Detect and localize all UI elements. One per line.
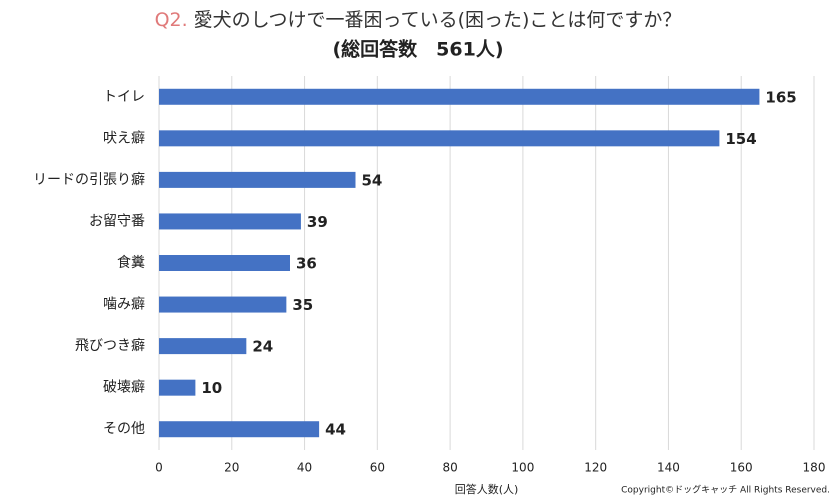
bar [159,296,287,313]
value-label: 10 [201,379,222,397]
x-tick-label: 0 [155,461,163,475]
y-tick-label: その他 [103,421,145,437]
bar [159,255,290,271]
bar [159,379,196,396]
value-label: 44 [325,421,346,439]
y-tick-label: 破壊癖 [103,380,145,396]
x-tick-label: 140 [657,461,680,475]
x-axis-label: 回答人数(人) [455,482,519,496]
copyright: Copyright©ドッグキャッチ All Rights Reserved. [621,484,830,496]
value-label: 54 [362,171,383,189]
chart-title-group: Q2. 愛犬のしつけで一番困っている(困った)ことは何ですか？ [155,9,682,31]
x-tick-label: 120 [584,461,607,475]
value-label: 35 [292,296,313,314]
y-tick-label: 噛み癖 [103,297,145,313]
x-tick-label: 100 [511,461,534,475]
bar [159,338,247,355]
y-tick-label: お留守番 [89,213,145,229]
x-tick-label: 40 [297,461,312,475]
bar [159,213,301,230]
y-tick-label: 食糞 [117,254,145,271]
bar [159,88,760,105]
x-tick-label: 20 [224,461,239,475]
x-tick-label: 80 [442,461,457,475]
y-tick-label: リードの引張り癖 [33,172,145,188]
value-label: 36 [296,255,317,273]
bar [159,421,320,438]
chart-title: 愛犬のしつけで一番困っている(困った)ことは何ですか？ [194,9,682,31]
value-label: 165 [765,88,796,106]
value-label: 24 [252,338,273,356]
bar [159,171,356,188]
bar [159,130,720,147]
chart-subtitle: (総回答数 561人) [332,38,503,61]
value-label: 39 [307,213,328,231]
y-tick-label: 吠え癖 [103,130,145,146]
x-tick-label: 160 [730,461,753,475]
value-label: 154 [725,130,756,148]
y-tick-label: 飛びつき癖 [75,338,145,354]
y-tick-label: トイレ [103,89,145,105]
question-number: Q2. [155,9,188,31]
x-tick-label: 180 [803,461,826,475]
x-tick-label: 60 [370,461,385,475]
